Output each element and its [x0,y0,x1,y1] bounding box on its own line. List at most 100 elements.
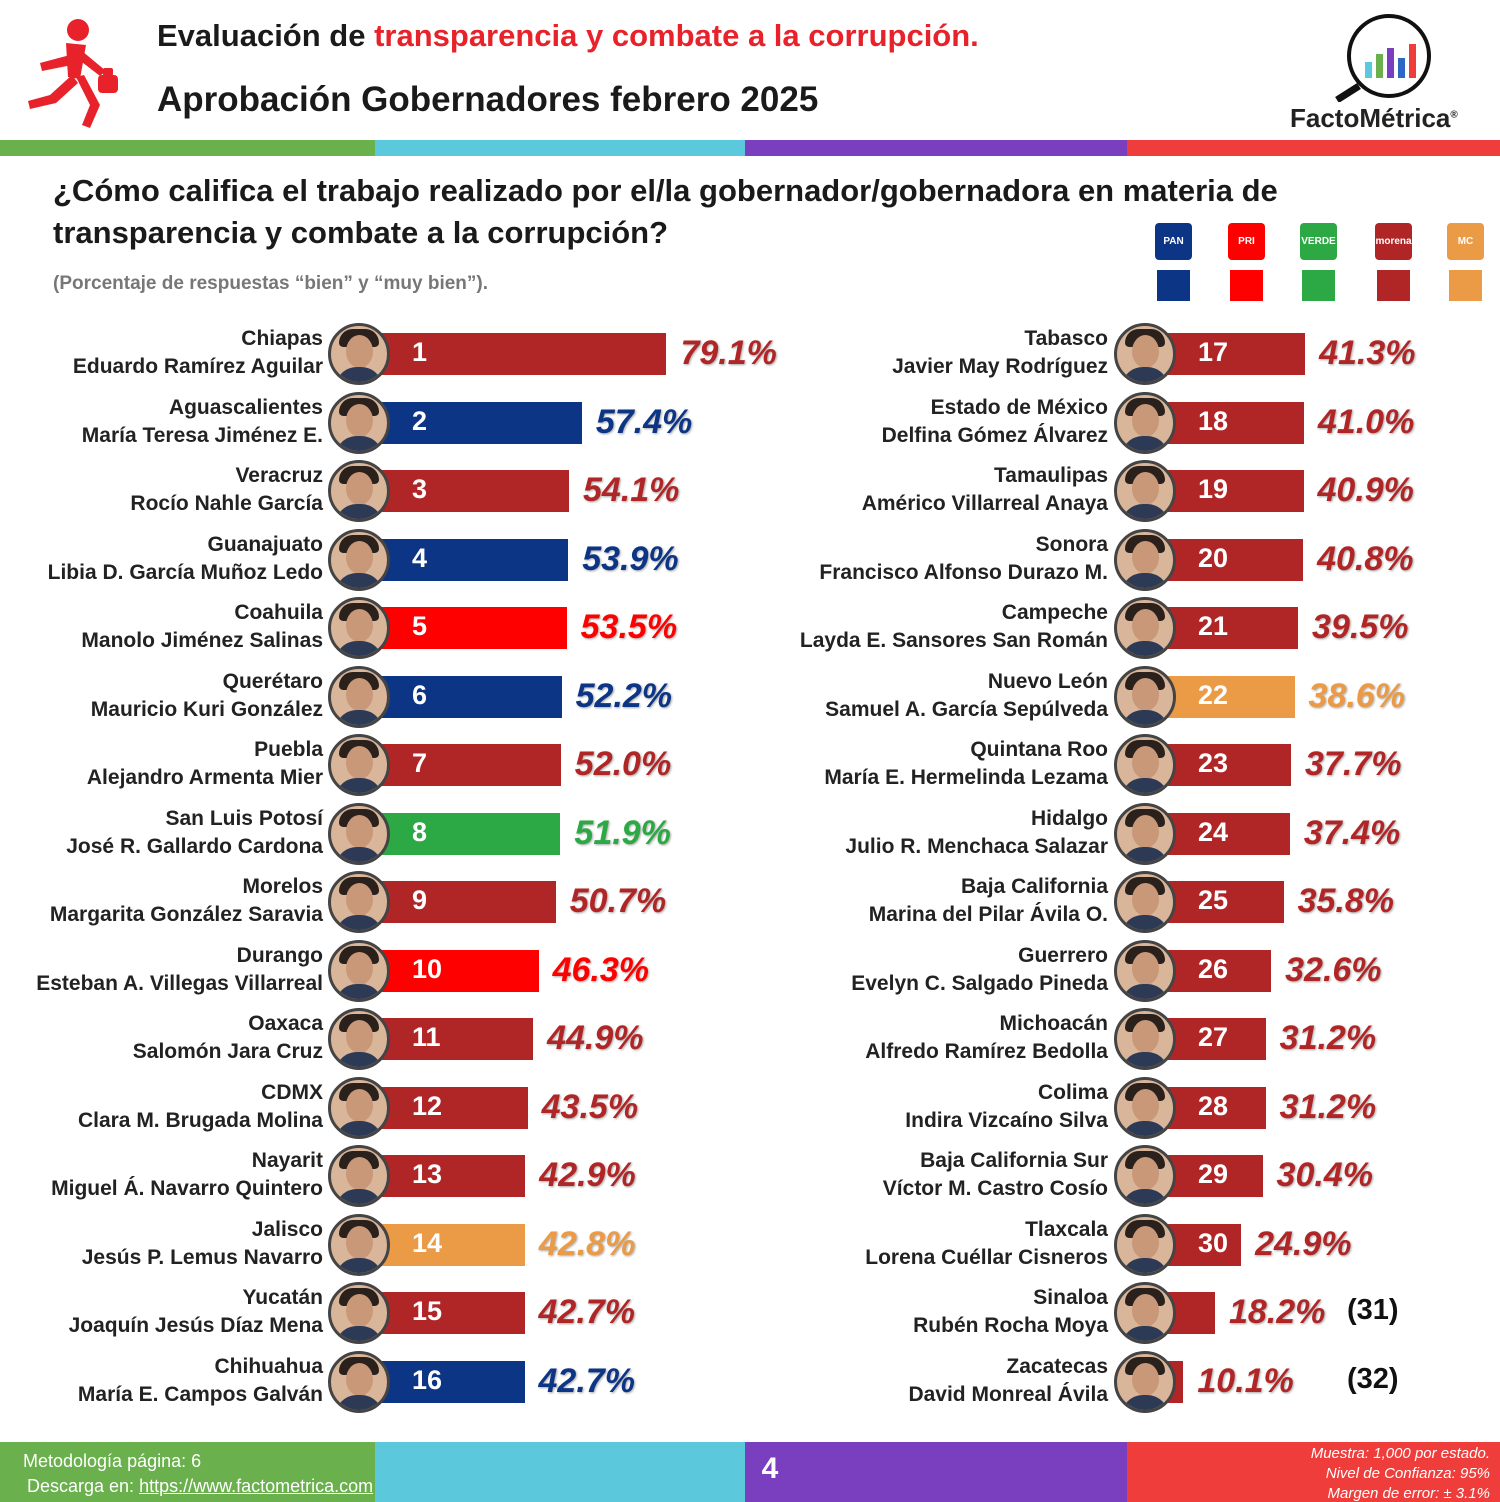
bar-rank-4 [358,538,569,581]
state-label: Sinaloa [1033,1286,1108,1309]
value-label: 79.1% [680,334,777,372]
governor-photo [1114,323,1176,385]
rank-number: 9 [412,885,428,915]
governor-label: Alejandro Armenta Mier [86,766,323,789]
governor-label: Layda E. Sansores San Román [799,629,1108,652]
rank-number: 6 [412,679,428,710]
party-logo-verde: VERDE [1300,223,1337,260]
photo-face [346,951,373,985]
governor-photo [1114,597,1176,659]
header-title-highlight: transparencia y combate a la corrupción. [374,18,979,53]
governor-photo [328,871,390,933]
governor-photo [1114,1008,1176,1070]
photo-face [346,746,373,779]
brand-name: FactoMétrica® [1290,103,1458,133]
governor-label: Samuel A. García Sepúlveda [825,697,1108,721]
governor-label: Esteban A. Villegas Villarreal [36,971,323,995]
governor-label: Eduardo Ramírez Aguilar [72,355,323,378]
photo-face [346,609,373,642]
value-label: 52.0% [574,745,672,783]
photo-torso [335,778,383,793]
party-swatch-verde [1302,270,1335,301]
party-logo-pri: PRI [1228,223,1265,260]
governor-photo [1114,460,1176,522]
photo-torso [335,983,383,999]
party-logo-mc: MC [1447,223,1484,260]
photo-torso [1121,572,1169,588]
state-label: Baja California Sur [920,1149,1108,1172]
governor-photo [1114,1350,1176,1413]
rank-number: 1 [412,337,428,367]
photo-face [346,814,373,848]
photo-torso [335,435,383,451]
value-label: 18.2% [1228,1293,1326,1331]
rank-number: 30 [1198,1227,1229,1258]
state-label: Zacatecas [1006,1354,1108,1378]
photo-face [1132,677,1159,711]
governor-label: Mauricio Kuri González [90,697,323,721]
value-label: 46.3% [552,950,649,989]
photo-torso [1121,915,1169,930]
governor-label: Libia D. García Muñoz Ledo [47,560,323,584]
governor-photo [328,734,390,796]
value-label: 42.7% [538,1293,635,1331]
photo-torso [1121,983,1169,999]
photo-torso [335,846,383,862]
photo-face [1132,746,1159,779]
page-number: 4 [761,1452,779,1485]
state-label: Nuevo León [987,669,1108,693]
bar-rank-7 [358,744,561,786]
governor-label: Indira Vizcaíno Silva [905,1108,1108,1132]
header-title: Evaluación de transparencia y combate a … [157,18,979,53]
state-label: Querétaro [222,669,323,693]
party-logo-pan: PAN [1155,223,1192,260]
party-swatch-pan [1157,270,1190,301]
photo-face [1132,1362,1159,1396]
governor-photo [1114,1145,1176,1207]
value-label: 40.9% [1317,471,1414,509]
download-link[interactable]: https://www.factometrica.com [139,1476,374,1496]
bar-rank-8 [358,812,561,855]
photo-torso [1121,1326,1169,1341]
governor-label: Joaquín Jesús Díaz Mena [68,1314,323,1337]
state-label: Sonora [1035,532,1108,556]
photo-face [1132,540,1159,574]
governor-photo [328,1350,390,1413]
governor-photo [328,665,390,728]
value-label: 39.5% [1312,608,1409,646]
rank-number: 19 [1198,474,1229,504]
value-label: 37.4% [1303,813,1401,852]
governor-label: Jesús P. Lemus Navarro [81,1245,323,1269]
value-label: 57.4% [595,402,693,441]
photo-torso [335,1052,383,1067]
governor-label: David Monreal Ávila [908,1382,1108,1406]
party-swatch-pri [1230,270,1263,301]
photo-face [346,1088,373,1122]
rank-number: 8 [412,816,428,847]
governor-photo [1114,391,1176,454]
rank-number: 22 [1198,679,1229,710]
photo-torso [335,641,383,656]
governor-label: Miguel Á. Navarro Quintero [51,1177,323,1200]
value-label: 53.9% [582,539,679,578]
value-label: 41.0% [1317,402,1415,441]
governor-label: Alfredo Ramírez Bedolla [865,1040,1108,1063]
state-label: Chiapas [241,327,323,350]
governor-label: Javier May Rodríguez [892,355,1108,378]
rank-number: 3 [412,474,428,504]
governor-label: Américo Villarreal Anaya [861,492,1108,515]
bar-rank-5 [358,607,567,649]
state-label: Chihuahua [214,1354,324,1378]
photo-torso [1121,709,1169,725]
state-label: San Luis Potosí [165,806,323,830]
state-label: Colima [1037,1080,1108,1104]
photo-face [346,335,373,368]
value-label: 10.1% [1197,1361,1294,1400]
governor-photo [328,802,390,865]
photo-face [1132,951,1159,985]
value-label: 42.7% [538,1361,635,1400]
photo-torso [335,1257,383,1273]
governor-label: José R. Gallardo Cardona [66,834,323,858]
governor-photo [328,323,390,385]
photo-face [346,403,373,437]
